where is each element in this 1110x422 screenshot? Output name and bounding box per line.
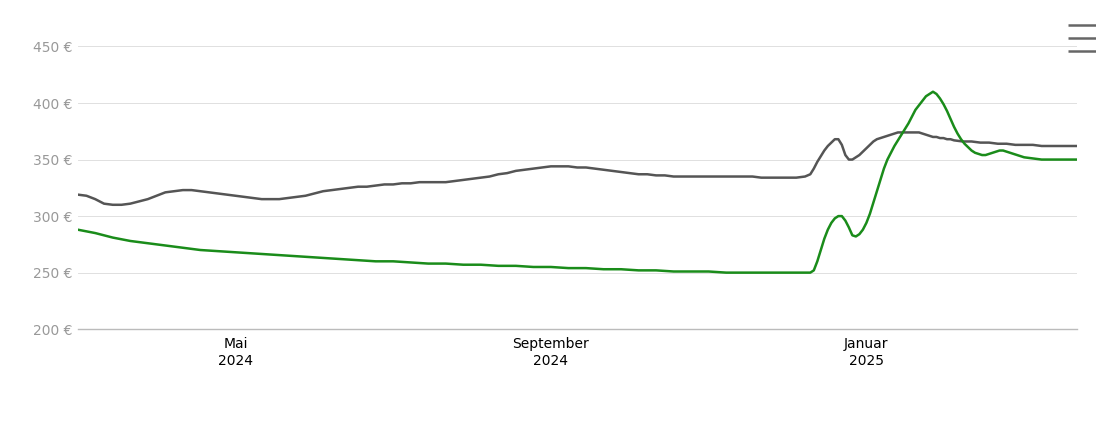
Legend: lose Ware, Sackware: lose Ware, Sackware [443,420,712,422]
